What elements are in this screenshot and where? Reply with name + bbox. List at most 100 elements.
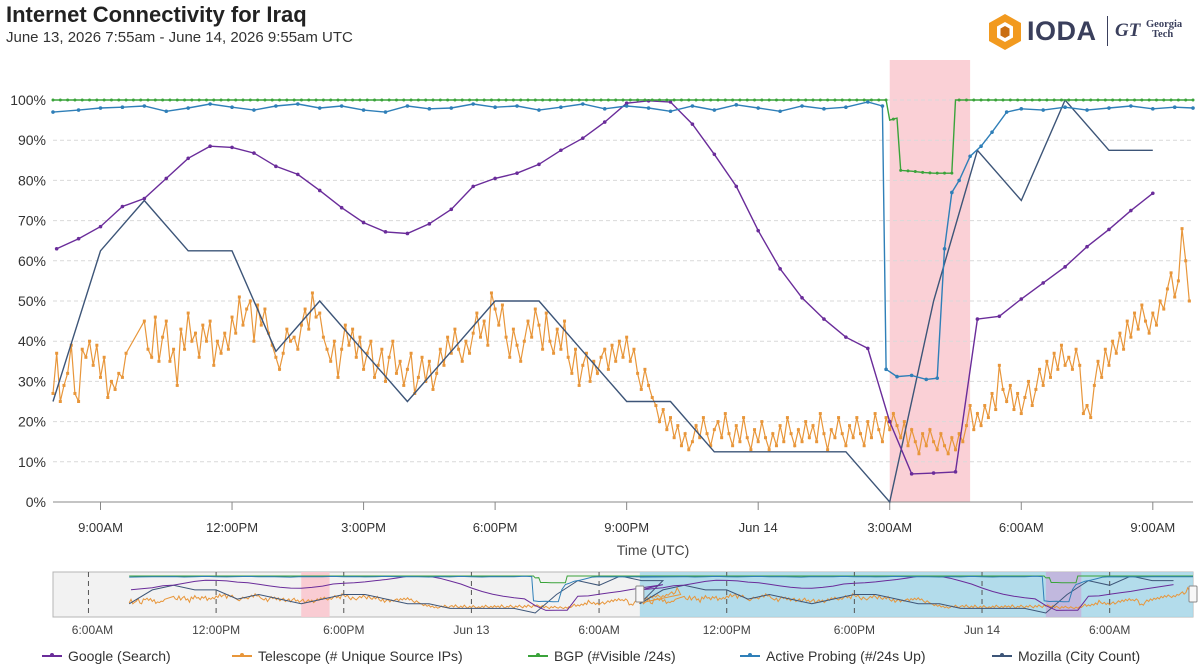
data-point-google: [515, 171, 519, 175]
data-point-bgp: [628, 98, 632, 102]
data-point-bgp: [1154, 98, 1158, 102]
data-point-bgp: [460, 98, 464, 102]
data-point-telescope: [77, 400, 81, 403]
navigator-series-probing: [129, 575, 1193, 603]
data-point-telescope: [764, 436, 767, 440]
legend-item-probing[interactable]: Active Probing (#/24s Up): [740, 645, 926, 667]
data-point-telescope: [314, 315, 318, 319]
navigator-handle-right[interactable]: [1188, 585, 1198, 603]
data-point-telescope: [632, 347, 636, 351]
data-point-probing: [968, 154, 972, 159]
data-point-telescope: [625, 335, 629, 339]
data-point-telescope: [1016, 391, 1020, 395]
data-point-telescope: [223, 331, 227, 335]
data-point-google: [493, 176, 497, 181]
data-point-telescope: [804, 420, 808, 424]
data-point-telescope: [665, 428, 669, 432]
data-point-telescope: [723, 412, 727, 416]
data-point-bgp: [701, 98, 705, 102]
navigator-tick-label: 6:00AM: [72, 623, 113, 637]
data-point-telescope: [636, 371, 640, 375]
data-point-telescope: [278, 367, 282, 371]
data-point-bgp: [964, 98, 968, 102]
data-point-telescope: [1173, 295, 1177, 299]
data-point-telescope: [219, 351, 223, 355]
data-point-telescope: [771, 432, 775, 436]
data-point-telescope: [468, 351, 472, 355]
data-point-telescope: [362, 367, 366, 371]
data-point-telescope: [932, 440, 936, 444]
outage-band: [889, 60, 971, 502]
legend-item-telescope[interactable]: Telescope (# Unique Source IPs): [232, 645, 463, 667]
data-point-telescope: [869, 436, 873, 440]
data-point-bgp: [73, 98, 77, 102]
data-point-bgp: [840, 98, 844, 102]
data-point-probing: [559, 105, 563, 110]
data-point-telescope: [785, 416, 789, 420]
data-point-telescope: [924, 444, 928, 448]
data-point-bgp: [950, 171, 954, 175]
data-point-bgp: [592, 98, 596, 102]
data-point-google: [690, 122, 695, 126]
data-point-telescope: [1154, 323, 1158, 327]
data-point-telescope: [661, 408, 665, 412]
data-point-bgp: [584, 98, 588, 102]
data-point-probing: [624, 104, 629, 108]
data-point-google: [602, 120, 607, 124]
data-point-bgp: [658, 98, 662, 102]
data-point-bgp: [482, 98, 486, 102]
data-point-google: [54, 246, 59, 251]
data-point-bgp: [694, 98, 698, 102]
data-point-telescope: [679, 444, 683, 448]
data-point-telescope: [1096, 359, 1100, 363]
data-point-telescope: [51, 391, 55, 395]
data-point-bgp: [351, 98, 355, 102]
data-point-telescope: [1092, 383, 1096, 387]
data-point-telescope: [435, 371, 439, 375]
legend-item-bgp[interactable]: BGP (#Visible /24s): [528, 645, 676, 667]
data-point-telescope: [654, 404, 658, 408]
data-point-telescope: [1107, 363, 1111, 367]
data-point-telescope: [727, 432, 731, 436]
data-point-telescope: [1129, 335, 1133, 339]
data-point-probing: [471, 102, 475, 106]
data-point-telescope: [1030, 404, 1034, 408]
data-point-bgp: [109, 98, 113, 102]
data-point-telescope: [73, 391, 77, 395]
data-point-telescope: [811, 424, 815, 428]
chart-subtitle: June 13, 2026 7:55am - June 14, 2026 9:5…: [6, 29, 353, 46]
data-point-telescope: [848, 424, 852, 428]
data-point-telescope: [698, 436, 702, 440]
data-point-telescope: [62, 383, 66, 387]
data-point-telescope: [997, 363, 1001, 367]
data-point-bgp: [190, 98, 194, 102]
data-point-telescope: [548, 339, 552, 343]
navigator-handle-left[interactable]: [635, 585, 645, 603]
data-point-telescope: [950, 436, 954, 440]
ioda-logo[interactable]: IODA GT Georgia Tech: [985, 12, 1195, 52]
data-point-telescope: [687, 448, 691, 452]
data-point-telescope: [939, 432, 943, 436]
data-point-telescope: [690, 440, 694, 444]
legend-item-google[interactable]: Google (Search): [42, 645, 171, 667]
data-point-telescope: [351, 327, 355, 331]
legend-item-mozilla[interactable]: Mozilla (City Count): [992, 645, 1140, 667]
series-line-probing: [52, 101, 1194, 381]
data-point-probing: [668, 109, 673, 114]
data-point-telescope: [190, 339, 194, 343]
data-point-telescope: [544, 311, 548, 315]
data-point-bgp: [278, 98, 282, 102]
data-point-google: [668, 100, 673, 104]
y-tick-label: 30%: [18, 373, 46, 389]
data-point-telescope: [658, 420, 662, 424]
data-point-probing: [734, 103, 739, 107]
data-point-bgp: [1140, 98, 1144, 102]
data-point-bgp: [577, 98, 581, 102]
data-point-telescope: [855, 416, 859, 420]
data-point-google: [581, 136, 585, 140]
data-point-telescope: [420, 355, 424, 359]
data-point-telescope: [866, 420, 870, 424]
data-point-google: [953, 470, 958, 474]
data-point-telescope: [1169, 271, 1173, 275]
data-point-bgp: [402, 98, 406, 102]
